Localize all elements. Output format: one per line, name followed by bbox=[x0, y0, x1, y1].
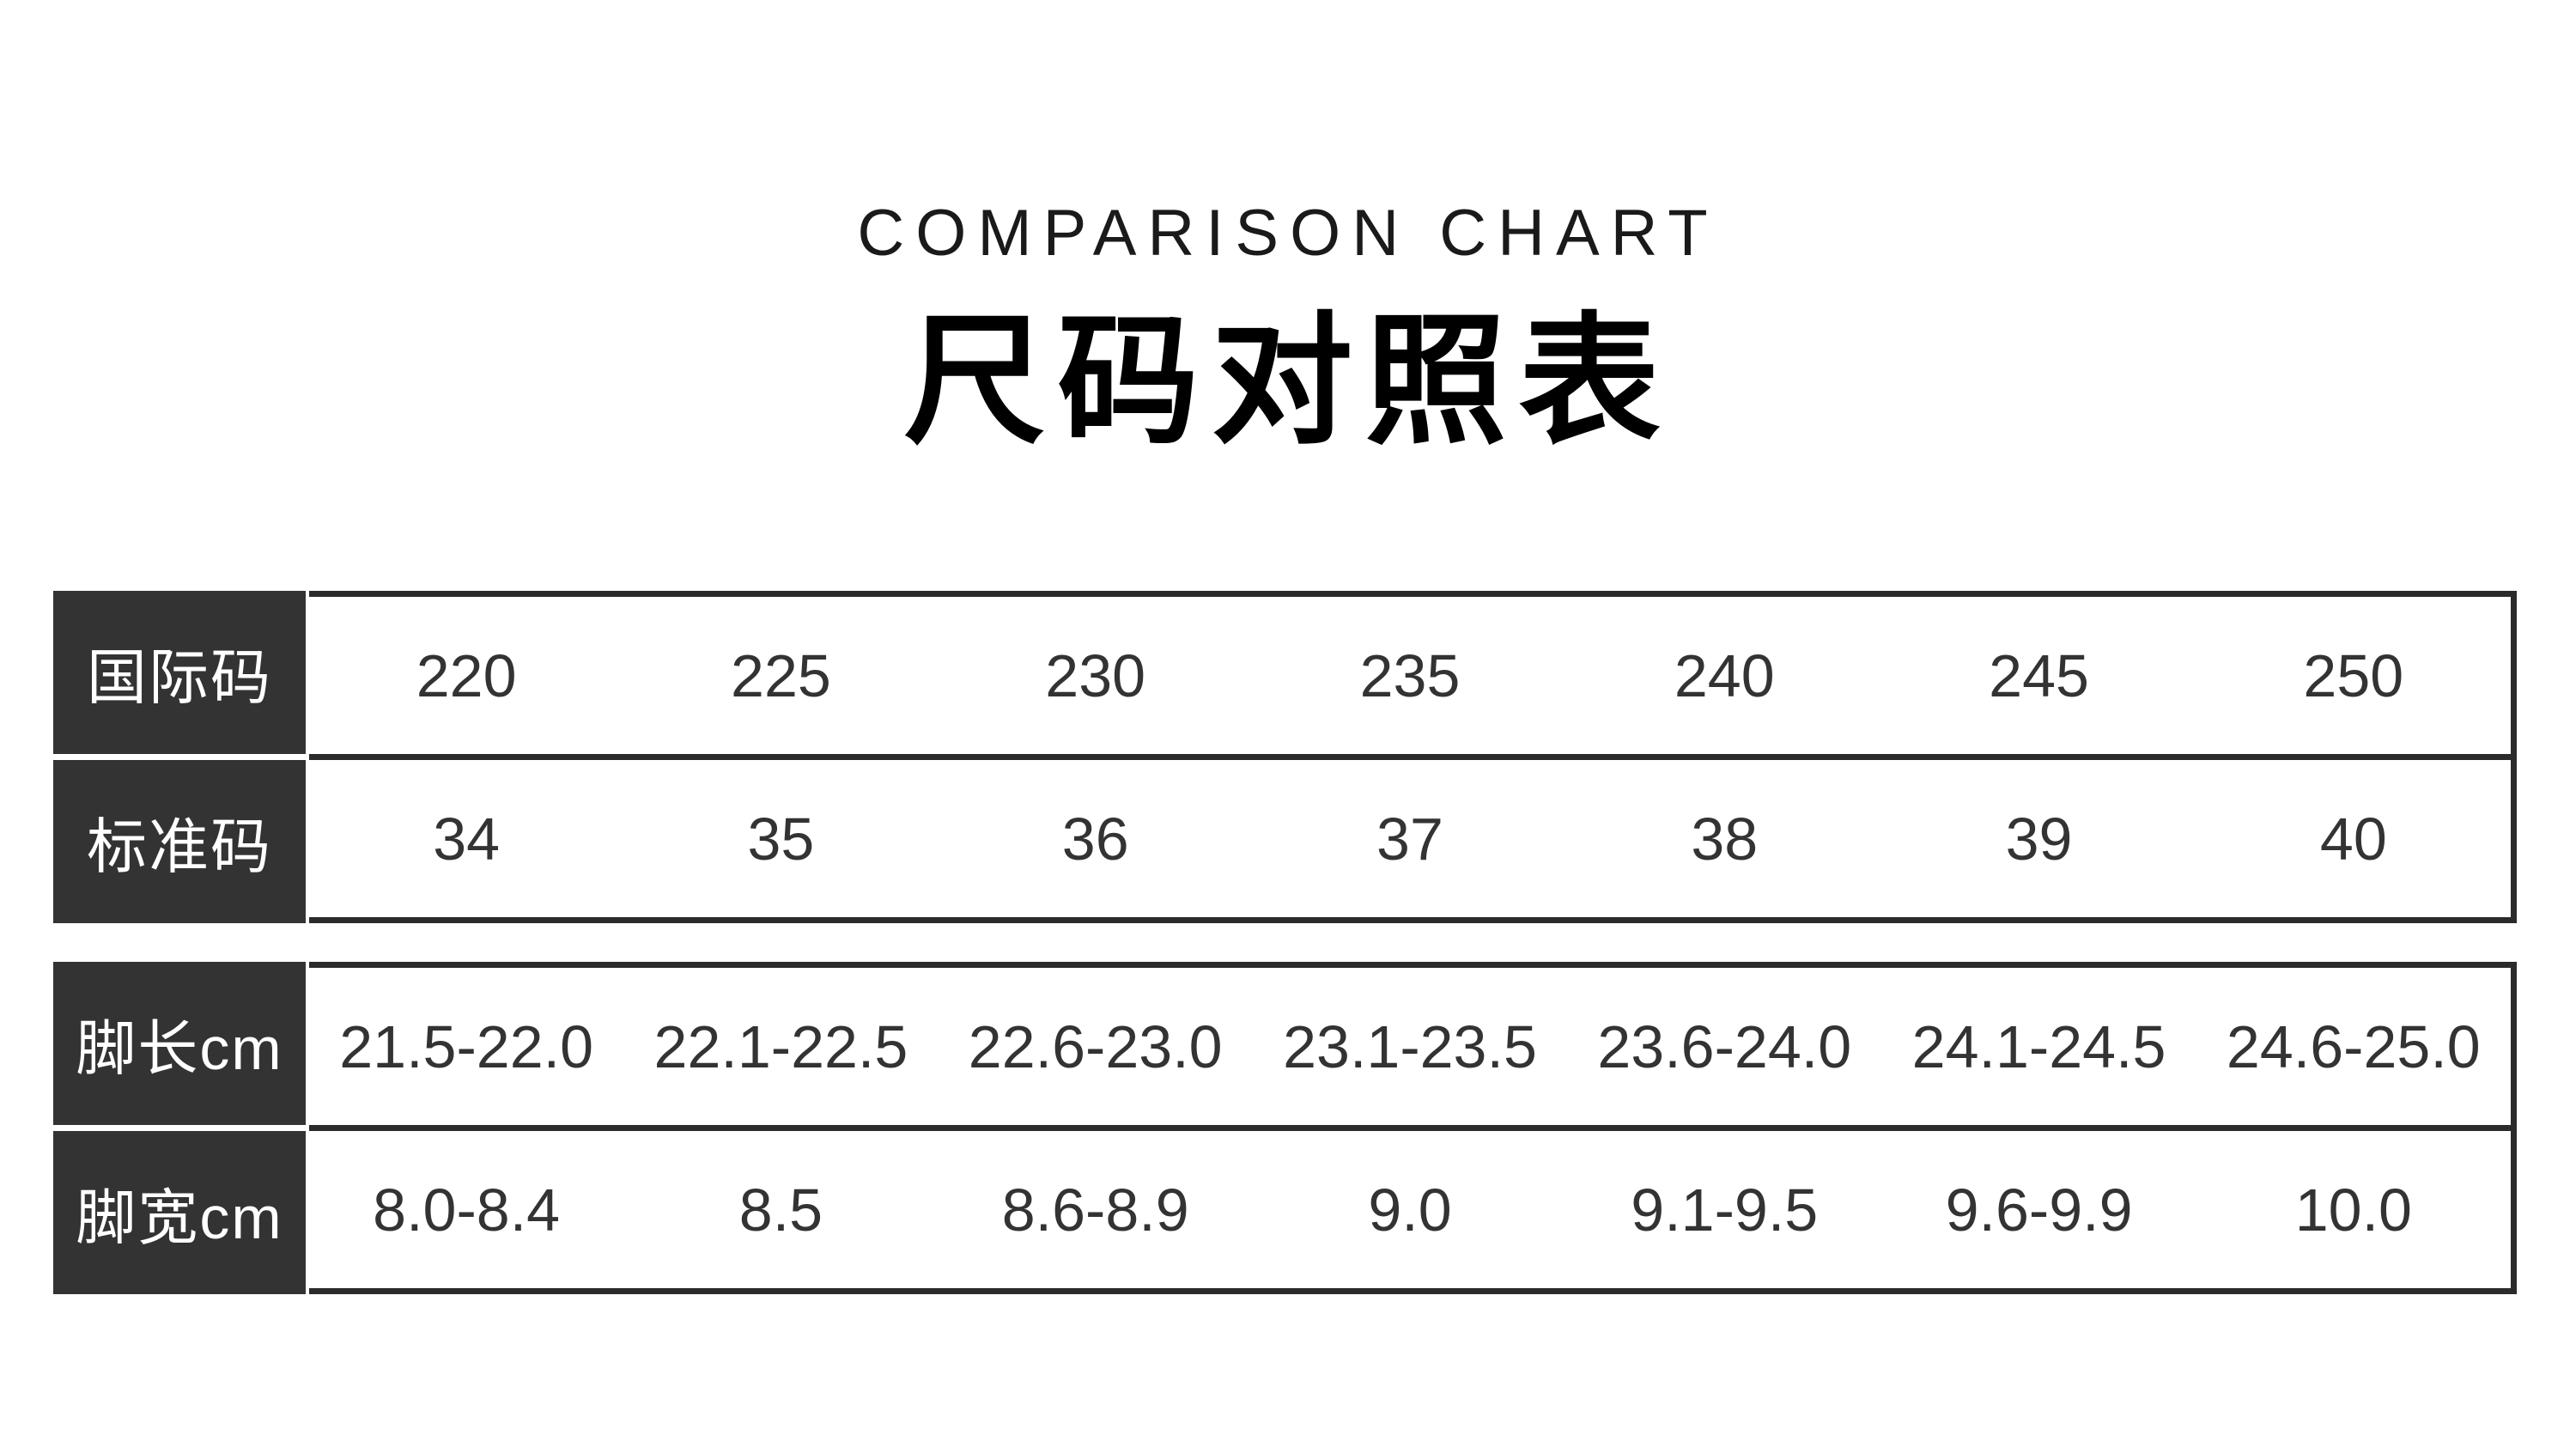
header-row-divider bbox=[53, 1125, 306, 1131]
table-data-area: 21.5-22.0 22.1-22.5 22.6-23.0 23.1-23.5 … bbox=[309, 962, 2517, 1294]
table-cell: 225 bbox=[731, 642, 831, 709]
table-data-area: 220 225 230 235 240 245 250 34 35 36 37 … bbox=[309, 591, 2517, 923]
data-row-divider bbox=[309, 1125, 2511, 1131]
table-cell: 250 bbox=[2303, 642, 2404, 709]
table-cell: 23.1-23.5 bbox=[1283, 1012, 1537, 1080]
table-cell: 40 bbox=[2319, 805, 2387, 873]
table-cell: 220 bbox=[416, 642, 517, 709]
table-cell: 8.6-8.9 bbox=[1001, 1176, 1189, 1244]
table-cell: 9.6-9.9 bbox=[1945, 1176, 2133, 1244]
table-row-international-code: 220 225 230 235 240 245 250 bbox=[309, 597, 2511, 754]
table-row-foot-width: 8.0-8.4 8.5 8.6-8.9 9.0 9.1-9.5 9.6-9.9 … bbox=[309, 1131, 2511, 1288]
table-cell: 39 bbox=[2005, 805, 2073, 873]
table-cell: 245 bbox=[1989, 642, 2089, 709]
header-row-divider bbox=[53, 754, 306, 760]
table-cell: 36 bbox=[1061, 805, 1129, 873]
table-header-column: 脚长cm 脚宽cm bbox=[53, 962, 306, 1294]
table-cell: 8.5 bbox=[738, 1176, 823, 1244]
row-header-foot-width: 脚宽cm bbox=[53, 1131, 306, 1294]
table-cell: 235 bbox=[1359, 642, 1461, 709]
table-row-standard-code: 34 35 36 37 38 39 40 bbox=[309, 760, 2511, 917]
header-data-gap bbox=[306, 962, 309, 1294]
data-row-divider bbox=[309, 754, 2511, 760]
table-cell: 24.6-25.0 bbox=[2226, 1012, 2481, 1080]
row-header-international-code: 国际码 bbox=[53, 591, 306, 754]
page-subtitle-en: COMPARISON CHART bbox=[857, 197, 1719, 270]
page-title-cn: 尺码对照表 bbox=[903, 302, 1673, 460]
table-header-column: 国际码 标准码 bbox=[53, 591, 306, 923]
table-cell: 22.1-22.5 bbox=[653, 1012, 908, 1080]
table-cell: 8.0-8.4 bbox=[373, 1176, 561, 1244]
header-data-gap bbox=[306, 591, 309, 923]
table-cell: 240 bbox=[1674, 642, 1775, 709]
table-cell: 38 bbox=[1691, 805, 1759, 873]
table-row-foot-length: 21.5-22.0 22.1-22.5 22.6-23.0 23.1-23.5 … bbox=[309, 968, 2511, 1125]
table-cell: 21.5-22.0 bbox=[339, 1012, 594, 1080]
row-header-foot-length: 脚长cm bbox=[53, 962, 306, 1125]
foot-measurement-table: 脚长cm 脚宽cm 21.5-22.0 22.1-22.5 22.6-23.0 … bbox=[53, 962, 2517, 1294]
table-cell: 24.1-24.5 bbox=[1911, 1012, 2166, 1080]
table-cell: 9.1-9.5 bbox=[1631, 1176, 1819, 1244]
table-cell: 34 bbox=[433, 805, 501, 873]
size-code-table: 国际码 标准码 220 225 230 235 240 245 250 34 3… bbox=[53, 591, 2517, 923]
table-cell: 35 bbox=[747, 805, 815, 873]
table-cell: 22.6-23.0 bbox=[968, 1012, 1223, 1080]
table-cell: 37 bbox=[1376, 805, 1443, 873]
table-cell: 9.0 bbox=[1368, 1176, 1452, 1244]
table-cell: 10.0 bbox=[2294, 1176, 2412, 1244]
table-cell: 23.6-24.0 bbox=[1597, 1012, 1852, 1080]
row-header-standard-code: 标准码 bbox=[53, 760, 306, 923]
table-cell: 230 bbox=[1045, 642, 1146, 709]
